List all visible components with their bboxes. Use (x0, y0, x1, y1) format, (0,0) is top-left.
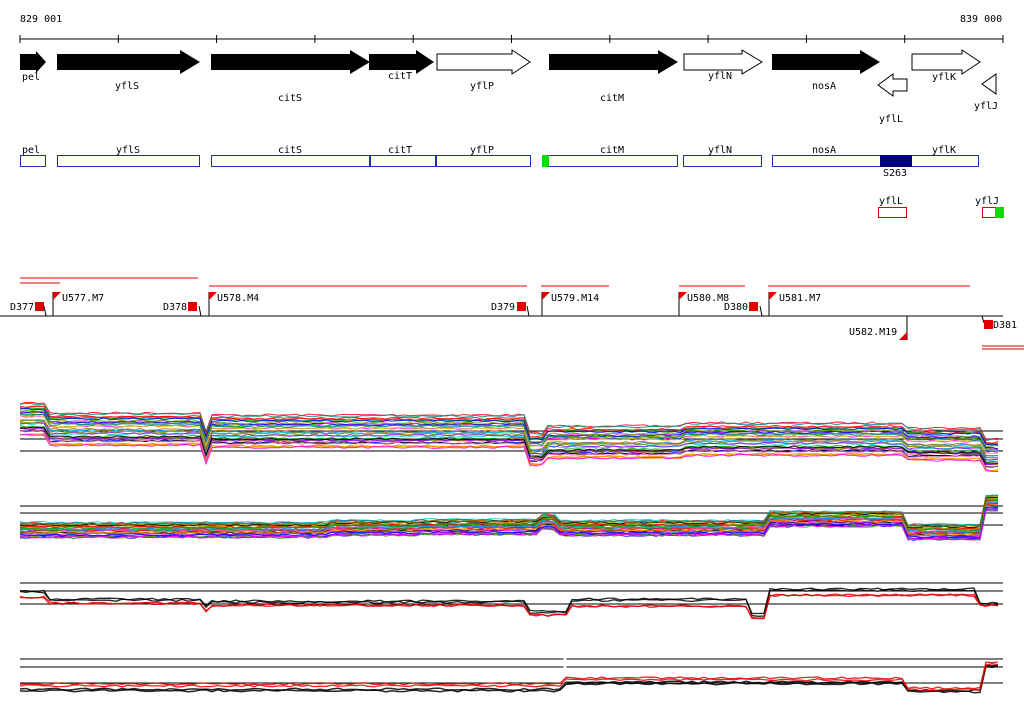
svg-text:D381: D381 (993, 320, 1017, 331)
box-label-citM: citM (600, 145, 624, 156)
gene-box-yflP[interactable] (436, 155, 531, 167)
box-label-nosA: nosA (812, 145, 836, 156)
marker-green-yflJ (995, 207, 1004, 218)
box-label-yflN: yflN (708, 145, 732, 156)
gene-arrow-yflN[interactable] (683, 49, 763, 75)
expression-track-1 (19, 401, 1003, 473)
box-label-yflP: yflP (470, 145, 494, 156)
box-label-yflJ: yflJ (975, 196, 999, 207)
svg-text:U580.M8: U580.M8 (687, 293, 729, 304)
svg-text:D380: D380 (724, 302, 748, 313)
block-S263[interactable] (880, 155, 912, 167)
expression-track-3 (19, 582, 1003, 620)
marker-U582[interactable]: U582.M19 (849, 316, 908, 340)
marker-U581[interactable]: U581.M7 (768, 292, 821, 316)
marker-D377[interactable]: D377 (10, 302, 47, 317)
svg-text:U577.M7: U577.M7 (62, 293, 104, 304)
expression-track-4 (19, 655, 1003, 695)
block-label-S263: S263 (883, 168, 907, 179)
marker-D379[interactable]: D379 (491, 302, 530, 317)
gene-arrow-citS[interactable] (211, 50, 370, 74)
coord-start: 829 001 (20, 14, 62, 25)
marker-U578[interactable]: U578.M4 (208, 292, 259, 316)
gene-label-yflN: yflN (708, 71, 732, 82)
svg-text:U582.M19: U582.M19 (849, 327, 897, 338)
coord-end: 839 000 (960, 14, 1002, 25)
gene-arrow-yflP[interactable] (436, 49, 531, 75)
gene-arrow-pel[interactable] (20, 51, 46, 73)
gene-label-yflK: yflK (932, 72, 956, 83)
gene-label-yflJ: yflJ (974, 101, 998, 112)
gene-arrow-yflL[interactable] (877, 73, 908, 97)
gene-arrow-citT[interactable] (369, 50, 434, 74)
coordinate-ruler: 829 001 839 000 (19, 14, 1004, 43)
marker-green-citM (542, 155, 549, 167)
gene-box-yflN[interactable] (683, 155, 762, 167)
transcription-units: U577.M7 U578.M4 U579.M14 U580.M8 U581.M7… (0, 277, 1024, 350)
box-label-yflS: yflS (116, 145, 140, 156)
gene-label-yflS: yflS (115, 81, 139, 92)
gene-label-citM: citM (600, 93, 624, 104)
gene-arrow-nosA[interactable] (772, 50, 880, 74)
gene-arrow-yflK[interactable] (911, 49, 981, 75)
svg-text:D379: D379 (491, 302, 515, 313)
svg-text:D377: D377 (10, 302, 34, 313)
box-label-pel: pel (22, 145, 40, 156)
gene-label-nosA: nosA (812, 81, 836, 92)
marker-U580[interactable]: U580.M8 (678, 292, 729, 316)
marker-D381[interactable]: D381 (981, 315, 1017, 331)
box-label-citT: citT (388, 145, 412, 156)
svg-text:U581.M7: U581.M7 (779, 293, 821, 304)
svg-text:U578.M4: U578.M4 (217, 293, 259, 304)
box-label-yflK: yflK (932, 145, 956, 156)
gene-label-citT: citT (388, 71, 412, 82)
gene-box-yflL[interactable] (878, 207, 907, 218)
gene-arrow-yflS[interactable] (57, 50, 200, 74)
svg-text:D378: D378 (163, 302, 187, 313)
gene-box-citM[interactable] (543, 155, 678, 167)
marker-U579[interactable]: U579.M14 (541, 292, 599, 316)
box-label-yflL: yflL (879, 196, 903, 207)
gene-box-pel[interactable] (20, 155, 46, 167)
svg-text:U579.M14: U579.M14 (551, 293, 599, 304)
marker-U577[interactable]: U577.M7 (52, 292, 104, 316)
gene-box-citT[interactable] (370, 155, 436, 167)
marker-D378[interactable]: D378 (163, 302, 202, 317)
expression-track-2 (19, 494, 1003, 541)
marker-D380[interactable]: D380 (724, 302, 763, 317)
gene-box-citS[interactable] (211, 155, 370, 167)
gene-arrow-citM[interactable] (549, 50, 678, 74)
box-label-citS: citS (278, 145, 302, 156)
gene-label-pel: pel (22, 72, 40, 83)
gene-arrows: pel yflS citS citT yflP citM yflN nosA y… (20, 49, 998, 125)
gene-label-citS: citS (278, 93, 302, 104)
gene-box-yflS[interactable] (57, 155, 200, 167)
gene-box-nosA[interactable] (772, 155, 881, 167)
gene-arrow-yflJ[interactable] (981, 73, 997, 95)
gene-label-yflP: yflP (470, 81, 494, 92)
gene-boxes (20, 155, 979, 167)
gene-label-yflL: yflL (879, 114, 903, 125)
